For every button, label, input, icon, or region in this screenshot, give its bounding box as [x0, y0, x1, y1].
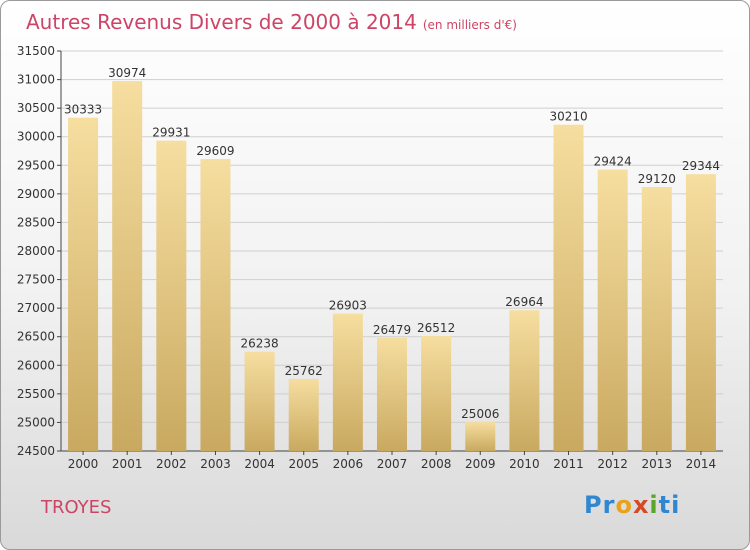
bar-value-label: 26512 — [417, 321, 455, 335]
x-tick-label: 2003 — [200, 457, 231, 471]
bar — [332, 313, 363, 451]
bar — [244, 351, 275, 451]
y-tick-label: 27500 — [17, 273, 55, 287]
bar — [509, 310, 540, 451]
commune-name: TROYES — [41, 497, 112, 518]
x-tick-label: 2004 — [244, 457, 275, 471]
bar — [685, 174, 716, 451]
y-tick-label: 31000 — [17, 73, 55, 87]
y-tick-label: 30000 — [17, 130, 55, 144]
bar-value-label: 25006 — [461, 407, 499, 421]
bar — [465, 422, 496, 451]
chart-unit-note: (en milliers d'€) — [422, 18, 517, 32]
bar — [288, 378, 319, 451]
x-tick-label: 2014 — [686, 457, 717, 471]
y-tick-label: 31500 — [17, 44, 55, 58]
bar-value-label: 26479 — [373, 323, 411, 337]
y-tick-label: 28000 — [17, 244, 55, 258]
y-tick-label: 24500 — [17, 444, 55, 458]
proxiti-logo: Proxiti — [584, 491, 681, 519]
y-tick-label: 25000 — [17, 415, 55, 429]
bar — [68, 117, 99, 451]
bar-value-label: 26238 — [241, 337, 279, 351]
bar-value-label: 30333 — [64, 103, 102, 117]
bar — [641, 187, 672, 451]
bar-value-label: 29344 — [682, 159, 720, 173]
y-tick-label: 28500 — [17, 215, 55, 229]
chart-title-text: Autres Revenus Divers de 2000 à 2014 — [26, 10, 417, 34]
bar — [597, 169, 628, 451]
x-tick-label: 2011 — [553, 457, 584, 471]
x-tick-label: 2007 — [377, 457, 408, 471]
x-tick-label: 2012 — [597, 457, 628, 471]
bar-value-label: 30974 — [108, 66, 146, 80]
bar — [421, 336, 452, 451]
bar-value-label: 26964 — [505, 295, 543, 309]
bar-value-label: 29120 — [638, 172, 676, 186]
bar-value-label: 29609 — [196, 144, 234, 158]
x-tick-label: 2005 — [288, 457, 319, 471]
chart-title: Autres Revenus Divers de 2000 à 2014 (en … — [26, 10, 517, 34]
x-tick-label: 2006 — [333, 457, 364, 471]
bar — [200, 159, 231, 452]
bar — [553, 124, 584, 451]
x-tick-label: 2008 — [421, 457, 452, 471]
y-tick-label: 30500 — [17, 101, 55, 115]
x-tick-label: 2010 — [509, 457, 540, 471]
x-tick-label: 2013 — [642, 457, 673, 471]
x-tick-label: 2001 — [112, 457, 143, 471]
y-tick-label: 26000 — [17, 358, 55, 372]
bar — [112, 81, 143, 452]
y-tick-label: 27000 — [17, 301, 55, 315]
x-tick-label: 2000 — [68, 457, 99, 471]
y-tick-label: 25500 — [17, 387, 55, 401]
y-tick-label: 26500 — [17, 330, 55, 344]
bar — [376, 337, 408, 451]
y-tick-label: 29500 — [17, 158, 55, 172]
x-tick-label: 2009 — [465, 457, 496, 471]
bar — [156, 140, 187, 451]
bar-value-label: 29424 — [594, 155, 632, 169]
bar-value-label: 30210 — [549, 110, 587, 124]
bar-value-label: 26903 — [329, 299, 367, 313]
x-tick-label: 2002 — [156, 457, 187, 471]
y-tick-label: 29000 — [17, 187, 55, 201]
bar-value-label: 29931 — [152, 126, 190, 140]
bar-value-label: 25762 — [285, 364, 323, 378]
